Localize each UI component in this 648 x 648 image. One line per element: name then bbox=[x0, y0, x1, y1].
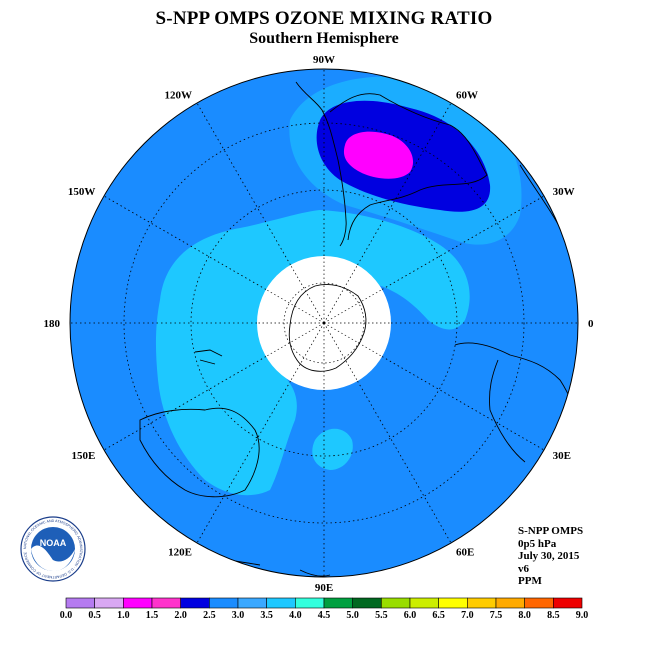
instrument-label: S-NPP OMPS bbox=[518, 525, 584, 537]
date-label: July 30, 2015 bbox=[518, 550, 580, 562]
noaa-logo: NOAA NATIONAL OCEANIC AND ATMOSPHERIC AD… bbox=[20, 516, 86, 582]
longitude-label-120w: 120W bbox=[165, 89, 193, 101]
meridian-line-inner bbox=[290, 322, 325, 382]
ozone-contour-1-0-core bbox=[343, 131, 414, 179]
new-zealand-coast bbox=[194, 349, 223, 365]
longitude-labels: 90W 60W 30W 0 30E 60E 90E 120E 150E 180 150W 120W bbox=[44, 54, 595, 594]
longitude-label-30w: 30W bbox=[553, 186, 575, 198]
longitude-label-180: 180 bbox=[44, 318, 61, 330]
longitude-label-30e: 30E bbox=[553, 450, 571, 462]
svg-text:NOAA: NOAA bbox=[40, 538, 67, 548]
longitude-label-90w: 90W bbox=[313, 54, 335, 66]
longitude-label-120e: 120E bbox=[168, 547, 192, 559]
antarctica-coast-inner bbox=[288, 284, 367, 372]
unit-label: PPM bbox=[518, 575, 542, 587]
pole-graticule bbox=[257, 256, 391, 390]
south-pole-marker bbox=[322, 321, 326, 325]
meridian-line-inner bbox=[323, 289, 383, 324]
ozone-contour-3-0 bbox=[155, 210, 470, 496]
meridian-line-inner bbox=[290, 264, 325, 324]
page-title: S-NPP OMPS OZONE MIXING RATIO bbox=[155, 8, 493, 29]
south-america-coast bbox=[295, 81, 488, 247]
longitude-label-150e: 150E bbox=[72, 450, 96, 462]
map-border bbox=[69, 68, 579, 578]
meridian-line-inner bbox=[265, 322, 325, 357]
longitude-label-0: 0 bbox=[588, 318, 594, 330]
longitude-label-150w: 150W bbox=[68, 186, 96, 198]
longitude-label-60e: 60E bbox=[456, 547, 474, 559]
australia-coast bbox=[139, 407, 260, 498]
latitude-circle-inner bbox=[283, 282, 365, 364]
meridian-line-inner bbox=[323, 264, 358, 324]
map-field bbox=[70, 69, 578, 577]
graticule bbox=[70, 69, 578, 577]
longitude-label-60w: 60W bbox=[456, 89, 478, 101]
meridian-line-inner bbox=[323, 322, 383, 357]
pressure-level: 0p5 hPa bbox=[518, 537, 557, 550]
page-subtitle: Southern Hemisphere bbox=[249, 30, 399, 47]
info-block: S-NPP OMPS 0p5 hPa July 30, 2015 v6 PPM bbox=[518, 525, 583, 588]
meridian-line-inner bbox=[323, 322, 358, 382]
version-label: v6 bbox=[518, 562, 529, 575]
ozone-contour-3-0-patch bbox=[288, 214, 327, 247]
longitude-label-90e: 90E bbox=[315, 582, 333, 594]
ozone-contour-3-0-patch bbox=[312, 428, 353, 470]
